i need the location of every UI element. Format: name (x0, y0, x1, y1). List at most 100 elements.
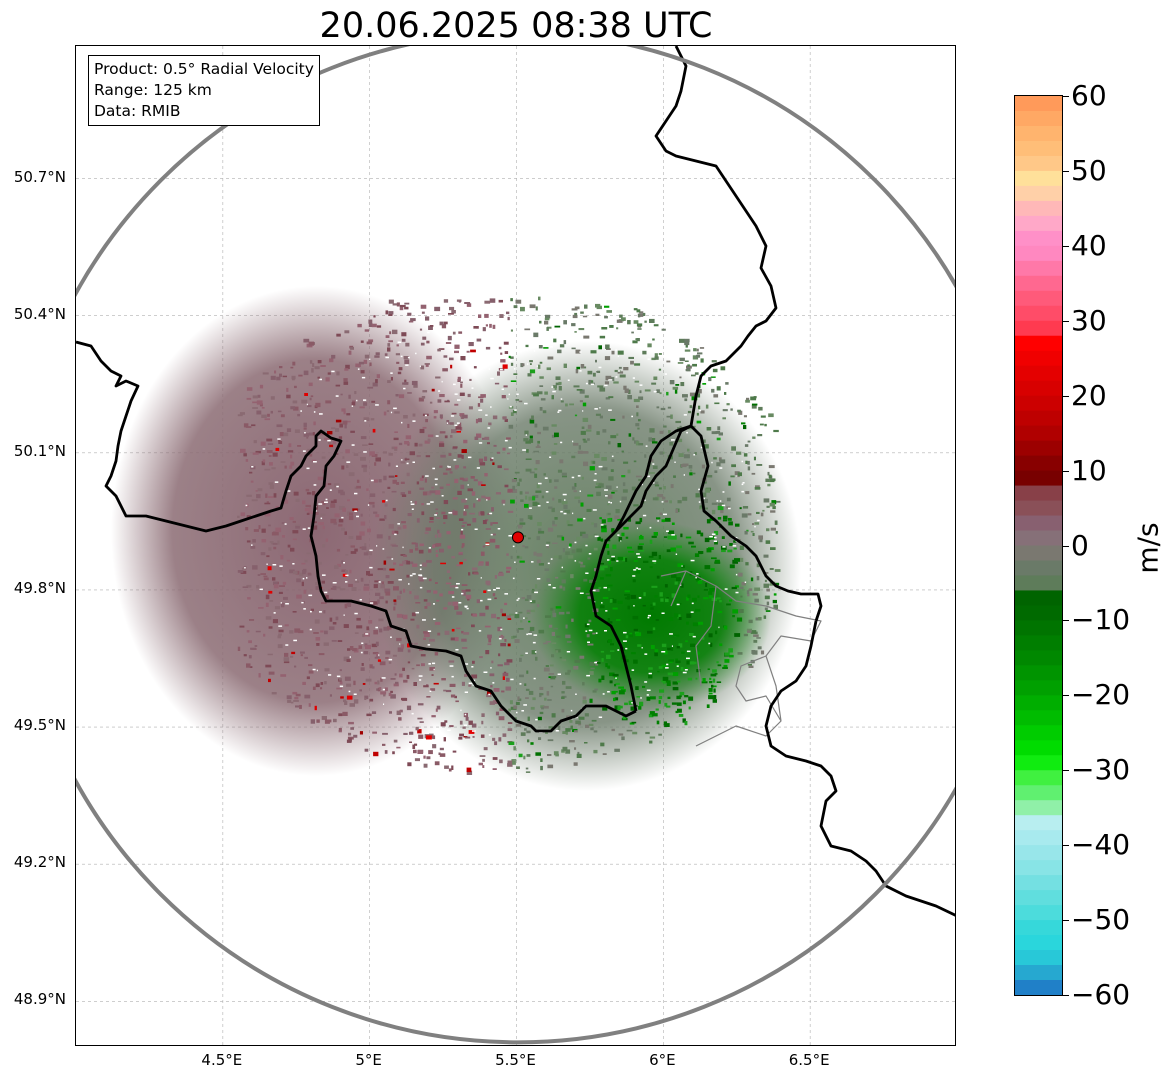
echo-pixel (399, 306, 404, 311)
echo-pixel (292, 571, 298, 575)
echo-gap (262, 448, 266, 450)
echo-pixel (709, 677, 712, 680)
echo-pixel (456, 611, 463, 615)
echo-gap (300, 410, 302, 412)
radar-site-marker[interactable] (511, 531, 524, 544)
echo-pixel (404, 302, 410, 305)
echo-pixel (374, 580, 380, 583)
echo-pixel (576, 548, 583, 553)
colorbar-tick-mark (1063, 545, 1069, 547)
echo-pixel (396, 613, 403, 618)
echo-pixel (405, 435, 412, 440)
echo-pixel (542, 426, 549, 431)
echo-pixel (403, 679, 408, 683)
echo-pixel (385, 591, 391, 596)
echo-pixel (610, 418, 616, 421)
echo-pixel (384, 503, 388, 507)
echo-pixel (435, 550, 438, 553)
echo-pixel (426, 602, 431, 607)
echo-pixel (443, 500, 449, 505)
echo-pixel (267, 413, 270, 417)
echo-pixel (542, 410, 547, 414)
echo-pixel (647, 630, 653, 634)
echo-pixel (450, 435, 453, 438)
echo-gap (603, 586, 607, 589)
echo-pixel (318, 515, 322, 519)
echo-pixel (518, 753, 523, 758)
echo-pixel (533, 393, 539, 397)
echo-pixel (332, 622, 337, 625)
echo-pixel (704, 488, 710, 493)
echo-pixel (648, 555, 654, 558)
echo-pixel (628, 389, 631, 394)
echo-pixel (484, 436, 490, 440)
echo-pixel (265, 594, 270, 600)
echo-pixel (339, 669, 342, 672)
echo-pixel (387, 380, 391, 383)
echo-pixel (433, 543, 439, 547)
echo-pixel (649, 428, 655, 433)
echo-pixel (638, 478, 643, 481)
echo-pixel (566, 640, 572, 643)
echo-pixel (434, 534, 438, 538)
echo-pixel (441, 511, 446, 515)
echo-pixel (444, 435, 448, 439)
echo-gap (572, 512, 574, 515)
echo-pixel (532, 495, 539, 498)
echo-pixel (461, 499, 467, 503)
echo-pixel (376, 325, 382, 328)
echo-pixel (735, 523, 740, 527)
echo-pixel (631, 721, 637, 724)
echo-pixel (454, 344, 460, 349)
echo-pixel (582, 682, 585, 686)
echo-pixel (303, 568, 307, 573)
radar-map[interactable] (75, 45, 956, 1046)
echo-gap (638, 597, 642, 599)
echo-pixel (452, 601, 458, 606)
echo-pixel (333, 718, 337, 723)
echo-gap (582, 410, 584, 412)
echo-pixel (592, 461, 596, 464)
echo-pixel (739, 507, 742, 510)
echo-pixel (410, 318, 416, 322)
echo-pixel (338, 518, 344, 523)
echo-pixel (663, 536, 668, 538)
echo-pixel (589, 661, 595, 666)
echo-pixel (629, 722, 635, 725)
echo-pixel (583, 461, 589, 467)
colorbar-band (1015, 680, 1062, 696)
echo-pixel (699, 347, 705, 349)
echo-pixel (252, 401, 258, 404)
echo-gap (510, 678, 514, 681)
echo-pixel (660, 598, 664, 602)
echo-pixel (278, 629, 284, 633)
echo-pixel (475, 418, 479, 424)
echo-gap (527, 363, 530, 365)
colorbar-band (1015, 905, 1062, 921)
echo-pixel (530, 600, 536, 604)
echo-pixel (562, 731, 566, 734)
echo-gap (354, 510, 358, 512)
echo-pixel (461, 543, 465, 547)
echo-pixel (655, 708, 659, 711)
echo-pixel (537, 522, 542, 526)
echo-pixel (532, 496, 536, 501)
echo-pixel (281, 522, 285, 524)
echo-pixel (424, 363, 430, 365)
colorbar-band (1015, 935, 1062, 951)
echo-pixel (728, 521, 733, 526)
echo-pixel (451, 412, 457, 415)
echo-gap (512, 338, 515, 341)
echo-pixel (580, 311, 584, 314)
echo-pixel (279, 432, 284, 437)
echo-pixel (428, 549, 432, 553)
echo-pixel (268, 590, 273, 594)
echo-gap (552, 390, 556, 393)
colorbar-tick-label: −50 (1071, 903, 1131, 937)
echo-pixel (489, 701, 495, 705)
echo-pixel (599, 335, 606, 339)
echo-pixel (722, 519, 728, 522)
echo-pixel (275, 505, 279, 510)
echo-pixel (584, 713, 589, 717)
echo-pixel (664, 584, 668, 588)
